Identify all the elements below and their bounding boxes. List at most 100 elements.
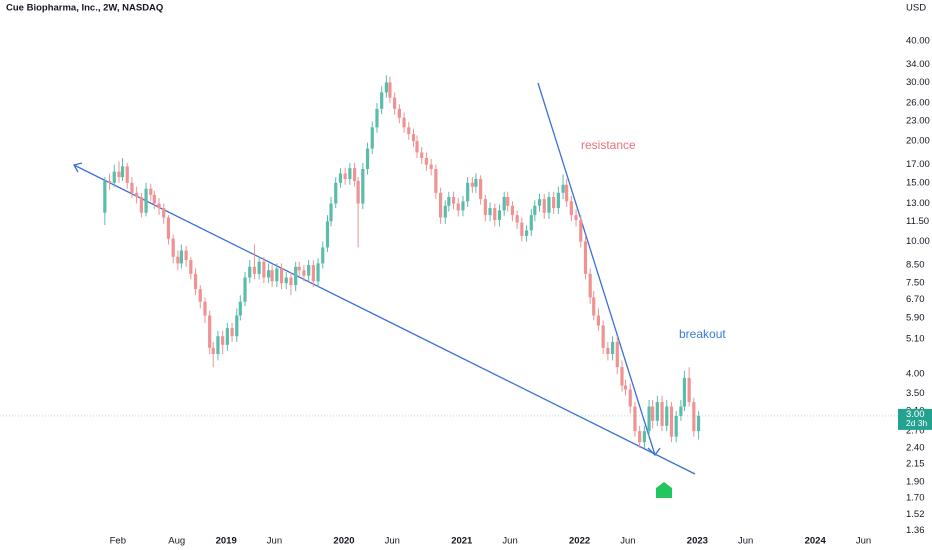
candle-body: [429, 164, 433, 170]
candle-body: [112, 171, 116, 183]
candle-body: [592, 297, 596, 316]
candle-body: [434, 169, 438, 193]
candle-body: [474, 178, 478, 187]
y-tick-label: 5.90: [906, 312, 925, 323]
candle-body: [502, 196, 506, 211]
candle-body: [451, 196, 456, 204]
x-tick-label: 2019: [216, 536, 237, 547]
candle-body: [438, 192, 443, 218]
candle-body: [179, 250, 184, 264]
candle-body: [221, 336, 225, 345]
candle-body: [338, 173, 343, 183]
candle-body: [211, 347, 215, 354]
candle-body: [365, 148, 370, 170]
candle-body: [397, 108, 401, 118]
candle-body: [407, 127, 411, 135]
candles: [103, 75, 701, 449]
candle-body: [149, 188, 153, 195]
candle-body: [307, 265, 311, 276]
candle-body: [393, 97, 397, 109]
candle-body: [606, 347, 610, 354]
candle-body: [171, 238, 175, 257]
candle-body: [321, 247, 325, 264]
candle-body: [456, 203, 460, 211]
candle-body: [552, 196, 556, 209]
candle-body: [601, 325, 605, 348]
candle-body: [208, 315, 212, 348]
candle-body: [483, 199, 487, 216]
candle-body: [497, 210, 502, 221]
candle-body: [352, 168, 357, 181]
candle-body: [402, 117, 406, 128]
candle-body: [633, 406, 637, 432]
candle-body: [610, 341, 615, 354]
y-tick-label: 4.00: [906, 369, 925, 380]
candle-body: [561, 184, 565, 193]
y-tick-label: 30.00: [906, 77, 930, 88]
candle-body: [157, 203, 161, 209]
candle-body: [696, 415, 701, 432]
candle-body: [238, 301, 242, 316]
candle-body: [248, 266, 252, 278]
y-tick-label: 20.00: [906, 136, 930, 147]
candle-body: [682, 377, 687, 407]
candle-body: [230, 328, 234, 337]
candle-body: [252, 266, 257, 274]
candle-body: [692, 402, 696, 432]
candle-body: [311, 265, 315, 282]
candle-body: [334, 182, 338, 204]
candle-body: [125, 166, 129, 183]
trend-lines: [73, 82, 696, 475]
y-tick-label: 2.15: [906, 459, 925, 470]
candle-body: [533, 205, 537, 216]
candle-body: [380, 92, 384, 109]
candle-body: [447, 196, 451, 206]
chart-title: Cue Biopharma, Inc., 2W, NASDAQ: [6, 3, 163, 14]
price-label: 3.00: [906, 409, 925, 420]
candle-body: [651, 406, 655, 421]
candle-body: [620, 367, 624, 386]
y-tick-label: 23.00: [906, 115, 930, 126]
candle-body: [262, 261, 266, 278]
y-tick-label: 17.00: [906, 159, 930, 170]
candle-body: [216, 336, 220, 354]
signal-marker: [656, 482, 672, 498]
y-tick-label: 10.00: [906, 236, 930, 247]
y-tick-label: 7.50: [906, 278, 925, 289]
y-tick-label: 3.50: [906, 388, 925, 399]
y-tick-label: 34.00: [906, 59, 930, 70]
candle-body: [615, 341, 619, 368]
candle-body: [384, 82, 388, 93]
candle-body: [225, 328, 229, 345]
candle-body: [515, 215, 519, 223]
candle-body: [415, 141, 419, 153]
candle-body: [130, 182, 134, 193]
candle-body: [243, 277, 247, 302]
y-tick-label: 1.90: [906, 477, 925, 488]
candle-body: [674, 415, 678, 437]
candle-body: [297, 266, 301, 271]
candle-body: [257, 261, 261, 274]
candle-body: [388, 82, 392, 98]
x-tick-label: Aug: [168, 536, 185, 547]
y-tick-label: 1.52: [906, 509, 925, 520]
annotation: breakout: [679, 327, 726, 341]
resistance-line: [537, 82, 656, 456]
candle-body: [470, 182, 474, 187]
candle-body: [510, 205, 515, 216]
candle-body: [669, 406, 674, 437]
candle-body: [628, 389, 632, 407]
candle-body: [270, 270, 274, 282]
candle-body: [325, 221, 330, 248]
candle-body: [420, 152, 424, 159]
candle-body: [361, 169, 365, 204]
candle-body: [537, 199, 542, 206]
candle-body: [198, 289, 202, 302]
y-tick-label: 1.36: [906, 525, 925, 536]
candle-body: [203, 301, 207, 316]
candle-body: [424, 158, 429, 165]
candle-body: [665, 406, 669, 426]
candle-body: [279, 268, 284, 284]
candle-body: [520, 222, 524, 236]
candle-body: [117, 171, 121, 178]
